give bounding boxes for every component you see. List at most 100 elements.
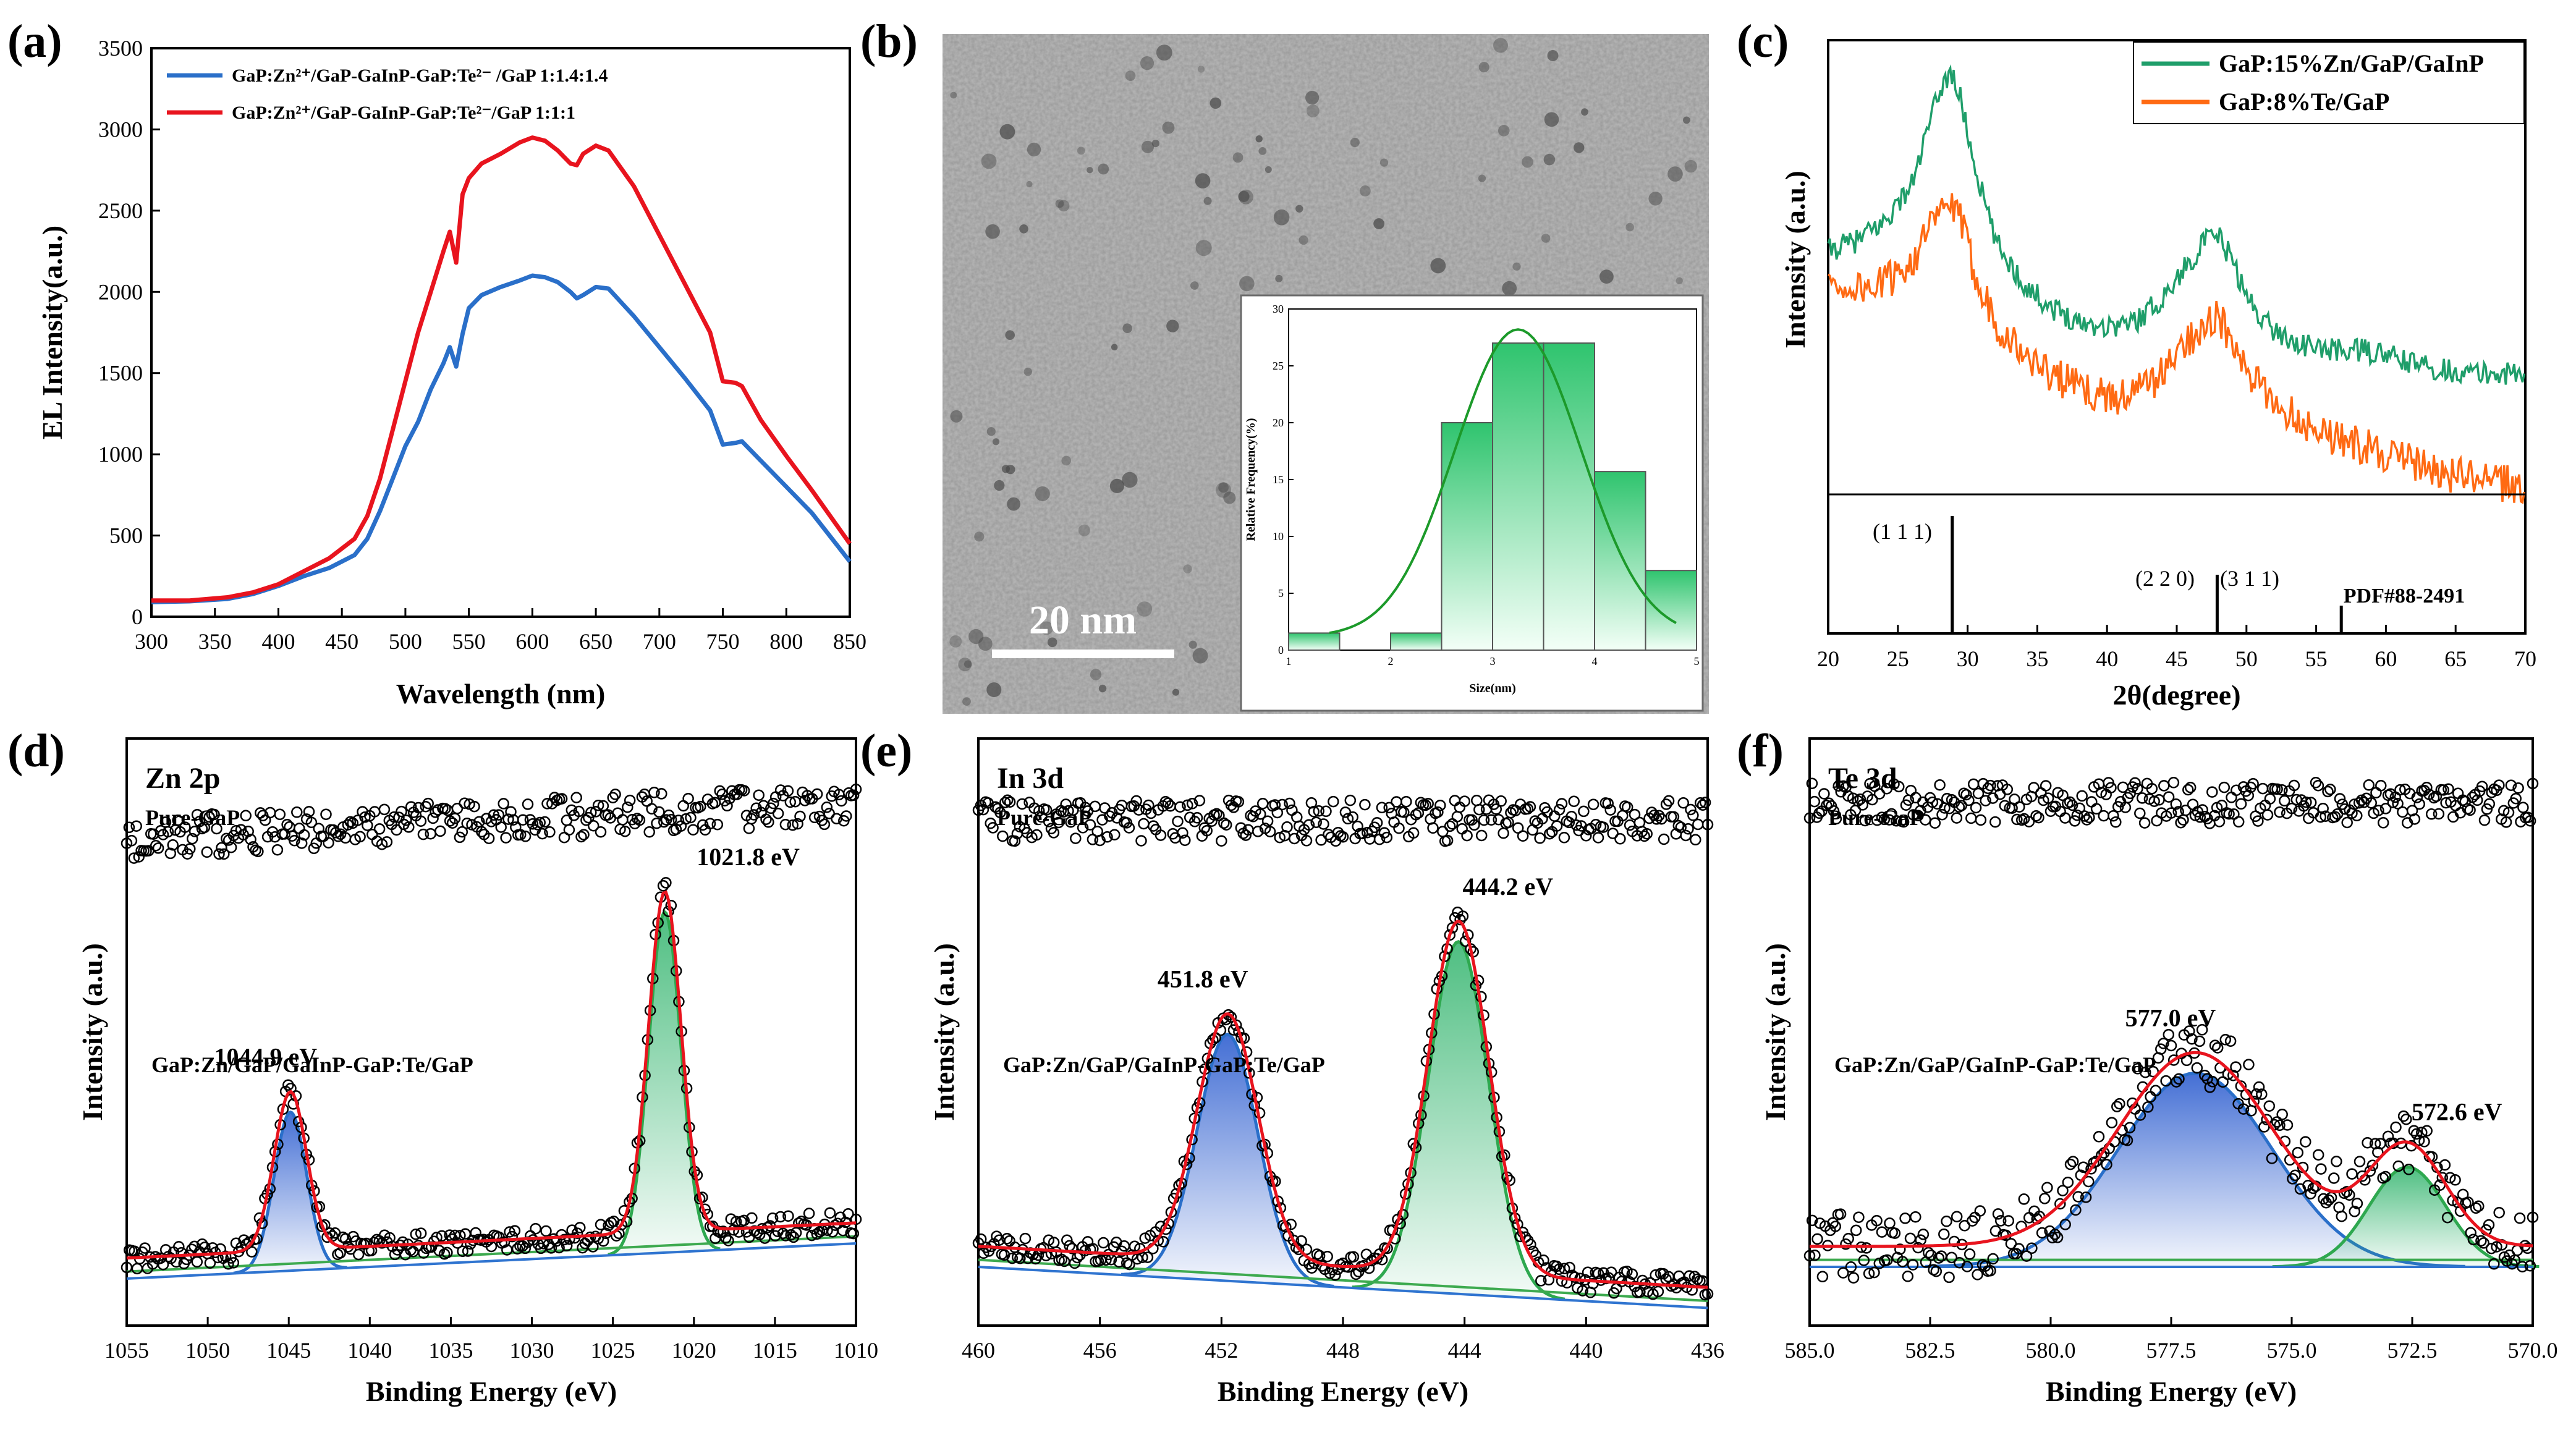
pure-gap-data-point bbox=[162, 826, 174, 838]
pure-gap-data-point bbox=[1963, 794, 1975, 806]
pure-gap-data-point bbox=[1808, 795, 1821, 808]
nanoparticle bbox=[950, 410, 963, 423]
sample-data-point bbox=[1459, 935, 1472, 947]
pure-gap-data-point bbox=[1972, 787, 1985, 800]
pure-gap-data-point bbox=[128, 852, 140, 864]
pure-gap-data-point bbox=[1240, 829, 1252, 841]
pure-gap-data-point bbox=[2175, 816, 2187, 829]
nanoparticle bbox=[1522, 156, 1533, 168]
legend-label-2: GaP:Zn²⁺/GaP-GaInP-GaP:Te²⁻/GaP 1:1:1 bbox=[232, 103, 575, 123]
x-tick-label: 436 bbox=[1691, 1338, 1724, 1363]
pure-gap-data-point bbox=[1658, 833, 1670, 845]
pure-gap-data-point bbox=[500, 832, 512, 844]
sample-data-point bbox=[1045, 1248, 1057, 1259]
pure-gap-data-point bbox=[519, 831, 532, 842]
pure-gap-data-point bbox=[332, 831, 344, 842]
pure-gap-data-point bbox=[291, 806, 303, 818]
pure-gap-data-point bbox=[624, 794, 636, 806]
sample-data-point bbox=[2013, 1243, 2025, 1255]
histogram-bar bbox=[1441, 422, 1493, 651]
pure-gap-data-point bbox=[1101, 831, 1113, 843]
sample-data-point bbox=[2026, 1242, 2038, 1255]
nanoparticle bbox=[1057, 200, 1070, 212]
pure-gap-data-point bbox=[1441, 834, 1454, 847]
pure-gap-data-point bbox=[2464, 804, 2476, 816]
pure-gap-data-point bbox=[2305, 797, 2317, 808]
x-tick-label: 1030 bbox=[510, 1338, 554, 1363]
x-tick-label: 1010 bbox=[834, 1338, 878, 1363]
pure-gap-data-point bbox=[1407, 827, 1420, 839]
sample-data-point bbox=[410, 1228, 422, 1240]
x-tick-label-a: 500 bbox=[389, 629, 422, 654]
pure-gap-data-point bbox=[1685, 803, 1697, 816]
pure-gap-data-point bbox=[2443, 783, 2454, 795]
y-axis-title: Intensity (a.u.) bbox=[77, 943, 108, 1121]
pure-gap-data-point bbox=[378, 803, 391, 816]
pure-gap-data-point bbox=[1138, 818, 1150, 830]
sample-data-point bbox=[219, 1250, 232, 1263]
sample-data-point bbox=[334, 1247, 346, 1259]
x-tick-label-a: 300 bbox=[135, 629, 168, 654]
nanoparticle bbox=[1026, 180, 1033, 188]
pure-gap-data-point bbox=[498, 798, 509, 810]
sample-data-point bbox=[2392, 1160, 2404, 1172]
pure-gap-data-point bbox=[595, 826, 607, 838]
sample-data-point bbox=[1863, 1267, 1875, 1280]
sample-data-point bbox=[2400, 1113, 2412, 1125]
pure-gap-data-point bbox=[1143, 799, 1155, 811]
pure-gap-data-point bbox=[2242, 789, 2255, 802]
pure-gap-data-point bbox=[1677, 797, 1689, 809]
histogram-bar bbox=[1492, 342, 1544, 651]
sample-data-point bbox=[2274, 1119, 2286, 1132]
pure-gap-data-point bbox=[1934, 779, 1946, 791]
pure-gap-data-point bbox=[563, 824, 575, 836]
envelope-fit-curve bbox=[978, 920, 1708, 1289]
pure-gap-data-point bbox=[1813, 807, 1825, 819]
xrd-series-1 bbox=[1827, 64, 2525, 385]
pure-gap-data-point bbox=[1201, 824, 1213, 837]
x-tick-label-a: 700 bbox=[643, 629, 676, 654]
sample-data-point bbox=[2155, 1043, 2167, 1055]
sample-data-point bbox=[1943, 1271, 1955, 1284]
sample-data-point bbox=[2346, 1168, 2358, 1180]
gaussian-fit-curve bbox=[1329, 328, 1677, 635]
pure-gap-data-point bbox=[2370, 787, 2382, 799]
pure-gap-data-point bbox=[1621, 801, 1633, 813]
pure-gap-data-point bbox=[2365, 797, 2377, 809]
pure-gap-data-point bbox=[1398, 806, 1410, 818]
pure-gap-data-point bbox=[303, 806, 315, 818]
sample-data-point bbox=[746, 1212, 758, 1224]
sample-data-point bbox=[1858, 1255, 1870, 1266]
pure-gap-data-point bbox=[1694, 797, 1706, 809]
sample-data-point bbox=[2418, 1136, 2430, 1148]
nanoparticle bbox=[1543, 153, 1556, 166]
pure-gap-data-point bbox=[2317, 803, 2329, 815]
pure-gap-data-point bbox=[2011, 813, 2023, 826]
pure-gap-data-point bbox=[2066, 799, 2078, 811]
pure-gap-data-point bbox=[1198, 822, 1211, 834]
sample-data-point bbox=[2475, 1235, 2487, 1247]
background-line bbox=[126, 1242, 857, 1280]
sample-data-point bbox=[561, 1240, 573, 1251]
nanoparticle bbox=[1188, 640, 1197, 649]
pure-gap-data-point bbox=[2172, 806, 2184, 818]
sample-data-point bbox=[824, 1207, 836, 1219]
nanoparticle bbox=[1090, 669, 1102, 680]
sample-data-point bbox=[2491, 1241, 2502, 1253]
pure-gap-data-point bbox=[2286, 802, 2298, 815]
sample-data-point bbox=[1840, 1238, 1852, 1250]
pure-gap-data-point bbox=[612, 807, 624, 819]
sample-data-point bbox=[530, 1222, 541, 1235]
nanoparticle bbox=[964, 660, 972, 668]
nanoparticle bbox=[981, 153, 997, 169]
pure-gap-data-point bbox=[633, 814, 646, 826]
sample-data-point bbox=[2421, 1125, 2433, 1137]
pure-gap-data-point bbox=[994, 806, 1006, 819]
pure-gap-data-point bbox=[400, 815, 412, 826]
pure-gap-data-point bbox=[1009, 835, 1021, 847]
pure-gap-data-point bbox=[405, 801, 417, 813]
pure-gap-data-point bbox=[2136, 792, 2148, 804]
sample-data-point bbox=[1535, 1275, 1547, 1287]
sample-data-point bbox=[1592, 1267, 1604, 1280]
sample-data-point bbox=[738, 1214, 750, 1227]
